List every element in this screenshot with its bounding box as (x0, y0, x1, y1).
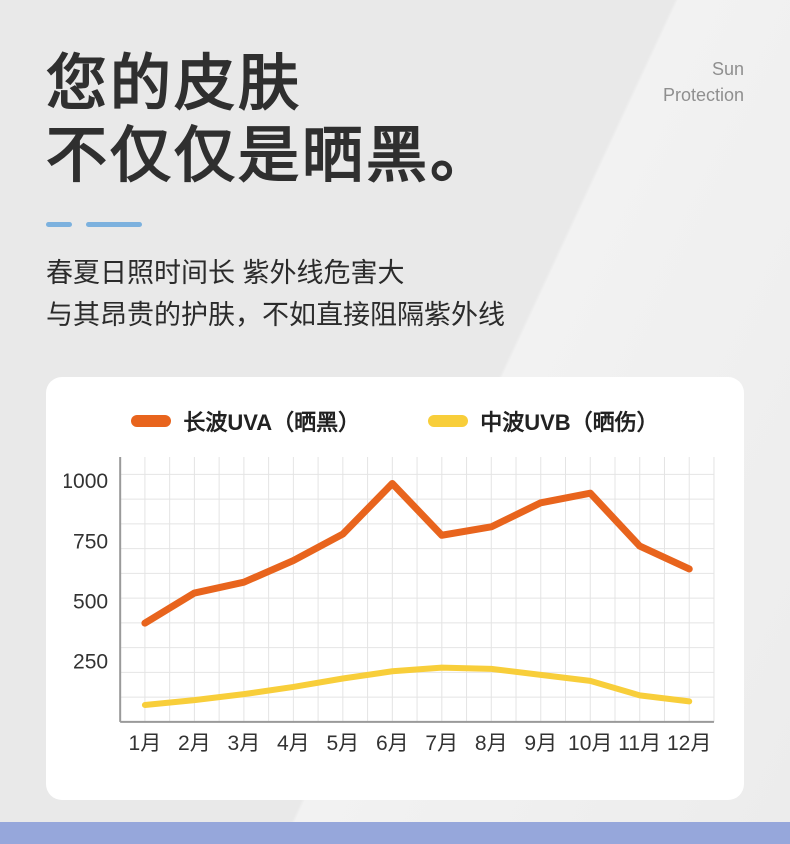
watermark-line2: Protection (662, 85, 744, 106)
uva-legend-label: 长波UVA（晒黑） (183, 409, 361, 435)
brand-watermark: Sun Protection (663, 56, 744, 108)
uvb-legend-swatch (428, 414, 469, 427)
title-line2: 不仅仅是晒黑。 (46, 120, 495, 189)
svg-text:2月: 2月 (178, 732, 211, 755)
y-axis-labels: 250 500 750 1000 (64, 470, 108, 674)
dash-short (46, 221, 72, 227)
svg-text:1000: 1000 (64, 470, 108, 493)
svg-text:3月: 3月 (227, 732, 260, 755)
bottom-band (0, 822, 790, 844)
subtitle-line2: 与其昂贵的护肤，不如直接阻隔紫外线 (46, 299, 505, 330)
accent-dashes (46, 221, 790, 227)
svg-text:4月: 4月 (277, 732, 310, 755)
svg-text:8月: 8月 (475, 732, 508, 755)
svg-text:500: 500 (73, 590, 108, 613)
svg-text:11月: 11月 (618, 732, 661, 755)
svg-text:10月: 10月 (568, 732, 612, 755)
uva-legend-swatch (131, 414, 172, 427)
subtitle-line1: 春夏日照时间长 紫外线危害大 (46, 257, 405, 288)
svg-text:750: 750 (73, 530, 108, 553)
svg-text:250: 250 (73, 650, 108, 673)
svg-text:6月: 6月 (376, 732, 409, 755)
legend-item-uvb: 中波UVB（晒伤） (428, 405, 659, 437)
page-title: 您的皮肤 不仅仅是晒黑。 (0, 0, 790, 192)
subtitle: 春夏日照时间长 紫外线危害大 与其昂贵的护肤，不如直接阻隔紫外线 (46, 253, 790, 337)
svg-text:1月: 1月 (129, 732, 162, 755)
chart-card: 长波UVA（晒黑） 中波UVB（晒伤） 250 500 750 1000 1月 2月 3月 4… (46, 376, 744, 800)
title-line1: 您的皮肤 (46, 49, 303, 117)
series-line-0 (141, 479, 693, 627)
svg-text:5月: 5月 (326, 732, 359, 755)
uv-line-chart: 250 500 750 1000 1月 2月 3月 4月 5月 6月 7月 8月 9月 10月 11月 12月 (64, 456, 715, 755)
series-line-1 (141, 664, 693, 708)
watermark-line1: Sun (711, 59, 744, 79)
legend-item-uva: 长波UVA（晒黑） (131, 405, 360, 437)
chart-legend: 长波UVA（晒黑） 中波UVB（晒伤） (64, 405, 726, 437)
x-axis-labels: 1月 2月 3月 4月 5月 6月 7月 8月 9月 10月 11月 12月 (129, 732, 712, 755)
chart-grid (119, 456, 715, 722)
svg-text:9月: 9月 (524, 732, 557, 755)
svg-text:12月: 12月 (667, 732, 711, 755)
svg-text:7月: 7月 (425, 732, 458, 755)
dash-long (86, 221, 142, 227)
uvb-legend-label: 中波UVB（晒伤） (480, 409, 659, 435)
